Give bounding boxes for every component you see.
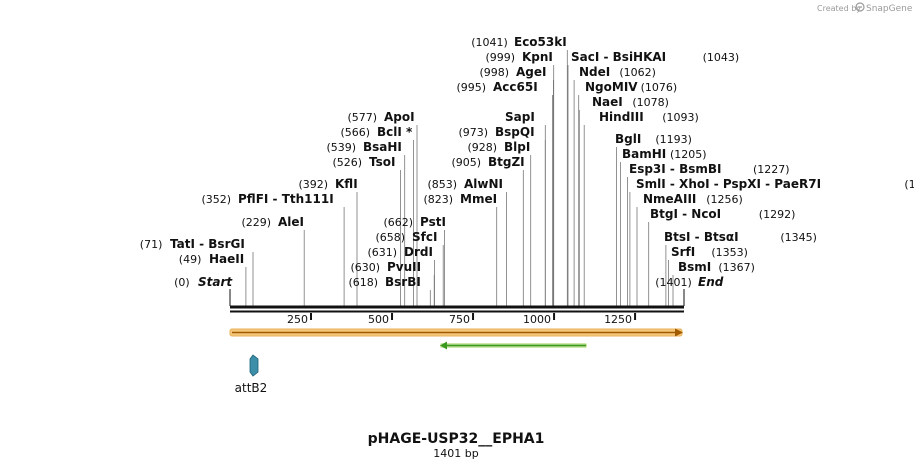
cut-site-name[interactable]: KflI	[335, 177, 358, 191]
cut-site-name[interactable]: HaeII	[209, 252, 244, 266]
cut-site-position: (823)	[424, 193, 454, 206]
cut-site-position: (662)	[384, 216, 414, 229]
cut-site-position: (1041)	[471, 36, 508, 49]
cut-site-position: (1193)	[655, 133, 692, 146]
cut-site-position: (973)	[459, 126, 489, 139]
ruler-tick-label: 1250	[604, 313, 632, 326]
cut-site-name[interactable]: NdeI	[579, 65, 610, 79]
cut-site-name[interactable]: Acc65I	[493, 80, 538, 94]
snapgene-logo-icon	[855, 2, 865, 12]
cut-site-position: (998)	[480, 66, 510, 79]
sequence-backbone	[230, 305, 684, 313]
cut-site-name[interactable]: BclI *	[377, 125, 413, 139]
cut-site-name[interactable]: SrfI	[671, 245, 695, 259]
credit-text: Created by	[817, 4, 861, 13]
cut-site-position: (618)	[349, 276, 379, 289]
cut-site-position: (999)	[486, 51, 516, 64]
cut-site-position: (577)	[348, 111, 378, 124]
cut-site-position: (526)	[333, 156, 363, 169]
cut-site-position: (1256)	[706, 193, 743, 206]
cut-site-name[interactable]: Eco53kI	[514, 35, 567, 49]
cut-site-position: (1401)	[655, 276, 692, 289]
cut-site-labels: Start (0) HaeII (49) TatI - BsrGI (71) AleI (22…	[140, 35, 914, 289]
ruler-tick-label: 750	[449, 313, 470, 326]
cut-site-position: (71)	[140, 238, 163, 251]
cut-site-name[interactable]: NgoMIV	[585, 80, 638, 94]
cut-site-name[interactable]: AgeI	[516, 65, 546, 79]
cut-site-name[interactable]: BtgZI	[488, 155, 525, 169]
cut-site-name[interactable]: PvuII	[387, 260, 421, 274]
cut-site-position: (1353)	[711, 246, 748, 259]
cut-site-position: (1345)	[780, 231, 817, 244]
cut-site-position: (1078)	[632, 96, 669, 109]
cut-site-lines	[229, 50, 685, 306]
cut-site-name[interactable]: BtsI - BtsαI	[664, 230, 739, 244]
cut-site-position: (566)	[341, 126, 371, 139]
cut-site-position: (658)	[376, 231, 406, 244]
cut-site-name[interactable]: SmlI - XhoI - PspXI - PaeR7I	[636, 177, 821, 191]
cut-site-position: (1227)	[753, 163, 790, 176]
cut-site-name[interactable]: PstI	[420, 215, 446, 229]
cut-site-name[interactable]: BsmI	[678, 260, 711, 274]
cut-site-name[interactable]: BsaHI	[363, 140, 402, 154]
orf-main-arrow[interactable]	[229, 328, 683, 337]
feature-attB2[interactable]: attB2	[235, 354, 268, 395]
cut-site-name[interactable]: BspQI	[495, 125, 535, 139]
cut-site-name[interactable]: AlwNI	[464, 177, 503, 191]
ruler-tick-label: 500	[368, 313, 389, 326]
cut-site-position: (49)	[179, 253, 202, 266]
cut-site-position: (1292)	[759, 208, 796, 221]
cut-site-name[interactable]: HindIII	[599, 110, 644, 124]
cut-site-name[interactable]: SacI - BsiHKAI	[571, 50, 666, 64]
cut-site-name[interactable]: MmeI	[460, 192, 497, 206]
cut-site-position: (539)	[327, 141, 357, 154]
cut-site-name[interactable]: AleI	[278, 215, 304, 229]
cut-site-position: (928)	[468, 141, 498, 154]
cut-site-name[interactable]: PflFI - Tth111I	[238, 192, 334, 206]
feature-attB2-label: attB2	[235, 381, 268, 395]
cut-site-name[interactable]: End	[698, 275, 724, 289]
cut-site-position: (1367)	[718, 261, 755, 274]
cut-site-name[interactable]: SapI	[505, 110, 535, 124]
cut-site-position: (995)	[457, 81, 487, 94]
cut-site-name[interactable]: DrdI	[404, 245, 433, 259]
cut-site-position: (853)	[428, 178, 458, 191]
ruler-ticks: 250 500 750 1000 1250	[287, 313, 637, 326]
cut-site-position: (905)	[452, 156, 482, 169]
cut-site-name[interactable]: BsrBI	[385, 275, 421, 289]
cut-site-position: (1043)	[703, 51, 740, 64]
cut-site-name[interactable]: NaeI	[592, 95, 623, 109]
cut-site-name[interactable]: TatI - BsrGI	[170, 237, 245, 251]
plasmid-title: pHAGE-USP32__EPHA1	[368, 431, 545, 447]
cut-site-name[interactable]: SfcI	[412, 230, 437, 244]
cut-site-name[interactable]: BtgI - NcoI	[650, 207, 721, 221]
ruler-tick-label: 250	[287, 313, 308, 326]
cut-site-position: (1062)	[619, 66, 656, 79]
cut-site-position: (392)	[299, 178, 329, 191]
cut-site-position: (631)	[368, 246, 398, 259]
cut-site-position: (229)	[242, 216, 272, 229]
cut-site-name[interactable]: Esp3I - BsmBI	[629, 162, 721, 176]
cut-site-name[interactable]: BlpI	[504, 140, 530, 154]
cut-site-position: (1205)	[670, 148, 707, 161]
cut-site-position: (630)	[351, 261, 381, 274]
cut-site-position: (1076)	[641, 81, 678, 94]
cut-site-position: (1093)	[662, 111, 699, 124]
cut-site-position: (1234)	[904, 178, 914, 191]
ruler-tick-label: 1000	[523, 313, 551, 326]
credit-brand: SnapGene	[866, 4, 913, 14]
cut-site-position: (0)	[174, 276, 190, 289]
cut-site-name[interactable]: BglI	[615, 132, 641, 146]
cut-site-name[interactable]: NmeAIII	[643, 192, 696, 206]
cut-site-name[interactable]: TsoI	[369, 155, 395, 169]
cut-site-name[interactable]: BamHI	[622, 147, 666, 161]
cut-site-name[interactable]: ApoI	[384, 110, 415, 124]
orf-green-arrow[interactable]	[440, 341, 587, 350]
cut-site-position: (352)	[202, 193, 232, 206]
cut-site-name[interactable]: Start	[198, 275, 233, 289]
cut-site-name[interactable]: KpnI	[522, 50, 553, 64]
plasmid-length: 1401 bp	[433, 447, 478, 460]
